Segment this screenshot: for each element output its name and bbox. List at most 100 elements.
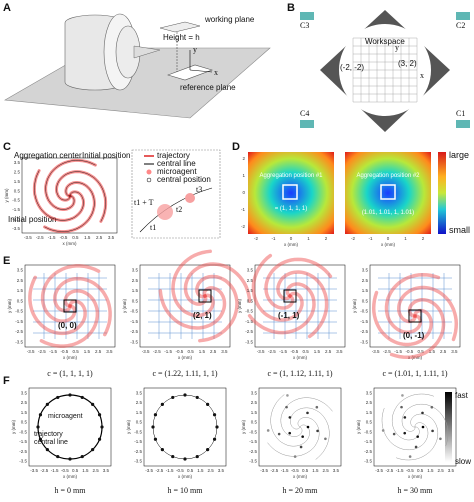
microagent [215, 425, 219, 429]
legend-label: central line [157, 159, 196, 168]
y-tick-label: -2.5 [364, 449, 372, 454]
trajectory [44, 182, 95, 232]
y-tick-label: -1.5 [15, 319, 23, 324]
x-tick-label: -0.5 [61, 468, 69, 473]
microagent [414, 445, 418, 449]
y-tick-label: 2.5 [21, 400, 28, 405]
x-tick-label: 0.5 [417, 468, 424, 473]
x-tick-label: 1.5 [314, 349, 321, 354]
panel-letter: A [3, 2, 11, 14]
trajectory [397, 285, 459, 342]
y-tick-label: 2.5 [251, 400, 258, 405]
coil-label: C2 [456, 21, 465, 30]
trajectory [276, 270, 329, 339]
x-tick-label: -1.5 [394, 349, 402, 354]
caption: c = (1, 1.12, 1.11, 1) [267, 369, 332, 378]
x-tick-label: 3.5 [336, 349, 343, 354]
x-axis-label: x (mm) [63, 241, 77, 246]
x-tick-label: 0.5 [187, 349, 194, 354]
y-tick-label: 3.5 [132, 268, 139, 273]
x-tick-label: 2.5 [210, 349, 217, 354]
x-tick-label: -1.5 [164, 349, 172, 354]
microagent [408, 455, 412, 458]
y-tick-label: 0.5 [17, 298, 24, 303]
axis-letter: x [420, 71, 424, 80]
x-tick-label: 1.5 [197, 468, 204, 473]
label: trajectory [34, 431, 63, 438]
plot-frame [143, 387, 227, 467]
x-axis-label: x (mm) [408, 355, 422, 360]
trajectory [371, 290, 433, 347]
x-tick-label: 0.5 [302, 468, 309, 473]
colorbar-label: small [449, 225, 470, 235]
x-tick-label: 3.5 [108, 235, 115, 240]
legend-label: central position [157, 175, 211, 184]
plot-frame [258, 387, 342, 467]
y-tick-label: -2.5 [134, 449, 142, 454]
trajectory [247, 282, 316, 335]
plot-frame [139, 264, 231, 348]
trajectory [270, 394, 310, 447]
x-tick-label: 1 [404, 236, 407, 241]
x-tick-label: 1.5 [84, 235, 91, 240]
x-tick-label: 3.5 [221, 349, 228, 354]
microagent [431, 429, 434, 433]
x-tick-label: -1.5 [48, 235, 56, 240]
label: Initial position [82, 151, 130, 160]
trajectory [251, 253, 304, 322]
y-tick-label: 0.5 [136, 420, 143, 425]
x-tick-label: -1.5 [51, 468, 59, 473]
panel-a: working plane Height = h y x reference p… [4, 13, 271, 119]
y-axis-label: y (mm) [11, 420, 16, 434]
trajectory [171, 249, 215, 318]
target-box [63, 299, 77, 313]
x-tick-label: 0.5 [302, 349, 309, 354]
x-tick-label: -2.5 [155, 468, 163, 473]
microagent [36, 425, 40, 429]
panel-f-notes: microagent trajectory central line fast … [34, 391, 471, 466]
y-tick-label: -0.5 [15, 309, 23, 314]
microagent [288, 416, 292, 419]
x-tick-label: -2.5 [383, 349, 391, 354]
x-tick-label: -3.5 [145, 468, 153, 473]
microagent [183, 393, 187, 397]
y-tick-label: 3.5 [136, 390, 143, 395]
y-tick-label: 2.5 [247, 278, 254, 283]
caption: h = 10 mm [168, 486, 204, 495]
trajectory [401, 403, 449, 446]
microagent [183, 457, 187, 461]
microagent [56, 454, 60, 459]
y-tick-label: -2.5 [130, 329, 138, 334]
x-tick-label: -0.5 [176, 468, 184, 473]
axis-letter: x [214, 68, 218, 77]
y-tick-label: 3.5 [14, 160, 21, 165]
trajectory [384, 272, 441, 334]
y-tick-label: 3.5 [251, 390, 258, 395]
y-tick-label: 0 [242, 190, 245, 195]
y-axis-label: y (mm) [126, 420, 131, 434]
y-tick-label: -3.5 [364, 459, 372, 464]
label: Initial position [8, 215, 56, 224]
x-tick-label: -3.5 [372, 349, 380, 354]
microagent [38, 413, 43, 417]
x-tick-label: 1.5 [429, 349, 436, 354]
microagent [153, 437, 158, 441]
microagent [306, 425, 310, 429]
y-tick-label: -2.5 [19, 449, 27, 454]
trajectory [34, 170, 84, 221]
caption: c = (1.01, 1, 1.11, 1) [382, 369, 447, 378]
coil-label: C3 [300, 21, 309, 30]
y-tick-label: -3.5 [19, 459, 27, 464]
y-tick-label: -0.5 [249, 429, 257, 434]
plot-frame [254, 264, 346, 348]
trajectory [391, 393, 434, 441]
x-tick-label: -2.5 [38, 349, 46, 354]
x-tick-label: -1.5 [166, 468, 174, 473]
x-tick-label: 2.5 [207, 468, 214, 473]
y-tick-label: 1.5 [21, 410, 28, 415]
x-tick-label: -0.5 [406, 468, 414, 473]
x-tick-label: 3.5 [451, 349, 458, 354]
y-tick-label: -3.5 [12, 226, 20, 231]
microagent [266, 429, 270, 432]
